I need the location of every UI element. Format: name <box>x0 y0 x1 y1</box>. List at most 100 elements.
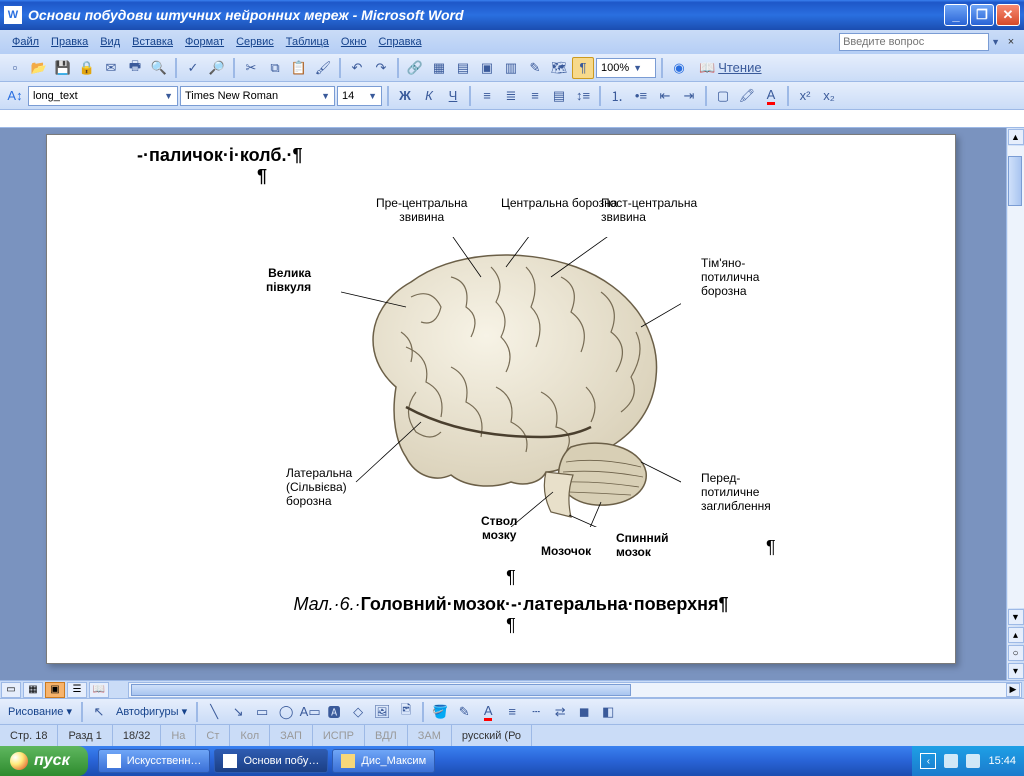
scroll-track[interactable] <box>1008 146 1024 608</box>
oval-button[interactable]: ◯ <box>275 701 297 723</box>
taskbar-item[interactable]: Искусственн… <box>98 749 211 773</box>
menu-tools[interactable]: Сервис <box>230 34 280 50</box>
diagram-button[interactable]: ◇ <box>347 701 369 723</box>
minimize-button[interactable]: _ <box>944 4 968 26</box>
clipart-button[interactable]: 🖼 <box>371 701 393 723</box>
superscript-button[interactable]: x² <box>794 85 816 107</box>
arrow-button[interactable]: ↘ <box>227 701 249 723</box>
align-center-button[interactable]: ≣ <box>500 85 522 107</box>
scroll-thumb[interactable] <box>1008 156 1022 206</box>
line-style-button[interactable]: ≡ <box>501 701 523 723</box>
bold-button[interactable]: Ж <box>394 85 416 107</box>
tray-icon[interactable] <box>944 754 958 768</box>
menu-help[interactable]: Справка <box>372 34 427 50</box>
cut-button[interactable]: ✂ <box>240 57 262 79</box>
justify-button[interactable]: ▤ <box>548 85 570 107</box>
fill-color-button[interactable]: 🪣 <box>429 701 451 723</box>
normal-view-button[interactable]: ▭ <box>1 682 21 698</box>
menu-table[interactable]: Таблица <box>280 34 335 50</box>
scroll-down-button[interactable]: ▼ <box>1008 609 1024 625</box>
rectangle-button[interactable]: ▭ <box>251 701 273 723</box>
menu-view[interactable]: Вид <box>94 34 126 50</box>
help-search-input[interactable] <box>839 33 989 51</box>
clock[interactable]: 15:44 <box>988 755 1016 767</box>
align-left-button[interactable]: ≡ <box>476 85 498 107</box>
3d-button[interactable]: ◧ <box>597 701 619 723</box>
tray-icon[interactable] <box>966 754 980 768</box>
wordart-button[interactable]: 🅰 <box>323 701 345 723</box>
menu-insert[interactable]: Вставка <box>126 34 179 50</box>
insert-table-button[interactable]: ▤ <box>452 57 474 79</box>
hscroll-thumb[interactable] <box>131 684 631 696</box>
line-spacing-button[interactable]: ↕≡ <box>572 85 594 107</box>
size-combo[interactable]: 14▼ <box>337 86 382 106</box>
outdent-button[interactable]: ⇤ <box>654 85 676 107</box>
web-view-button[interactable]: ▦ <box>23 682 43 698</box>
show-hide-button[interactable]: ¶ <box>572 57 594 79</box>
paste-button[interactable]: 📋 <box>288 57 310 79</box>
align-right-button[interactable]: ≡ <box>524 85 546 107</box>
arrow-style-button[interactable]: ⇄ <box>549 701 571 723</box>
format-painter-button[interactable]: 🖌 <box>312 57 334 79</box>
next-page-button[interactable]: ▾ <box>1008 663 1024 679</box>
tray-expand-button[interactable]: ‹ <box>920 753 936 769</box>
docmap-button[interactable]: 🗺 <box>548 57 570 79</box>
print-layout-button[interactable]: ▣ <box>45 682 65 698</box>
subscript-button[interactable]: x₂ <box>818 85 840 107</box>
menu-edit[interactable]: Правка <box>45 34 94 50</box>
styles-icon[interactable]: A↕ <box>4 85 26 107</box>
taskbar-item[interactable]: Основи побу… <box>214 749 328 773</box>
hyperlink-button[interactable]: 🔗 <box>404 57 426 79</box>
vertical-scrollbar[interactable]: ▲ ▼ ▴ ○ ▾ <box>1006 128 1024 680</box>
scroll-up-button[interactable]: ▲ <box>1008 129 1024 145</box>
bullet-list-button[interactable]: •≡ <box>630 85 652 107</box>
line-button[interactable]: ╲ <box>203 701 225 723</box>
picture-button[interactable]: 🖻 <box>395 701 417 723</box>
tables-borders-button[interactable]: ▦ <box>428 57 450 79</box>
copy-button[interactable]: ⧉ <box>264 57 286 79</box>
maximize-button[interactable]: ❐ <box>970 4 994 26</box>
italic-button[interactable]: К <box>418 85 440 107</box>
open-button[interactable]: 📂 <box>28 57 50 79</box>
browse-object-button[interactable]: ○ <box>1008 645 1024 661</box>
autoshapes-menu[interactable]: Автофигуры ▾ <box>112 705 191 718</box>
columns-button[interactable]: ▥ <box>500 57 522 79</box>
close-help-button[interactable]: × <box>1004 35 1018 49</box>
help-dropdown-icon[interactable]: ▼ <box>991 37 1000 47</box>
hscroll-right-button[interactable]: ▶ <box>1006 683 1020 697</box>
line-color-button[interactable]: ✎ <box>453 701 475 723</box>
menu-format[interactable]: Формат <box>179 34 230 50</box>
horizontal-ruler[interactable] <box>0 110 1024 128</box>
excel-button[interactable]: ▣ <box>476 57 498 79</box>
help-button[interactable]: ◉ <box>668 57 690 79</box>
save-button[interactable]: 💾 <box>52 57 74 79</box>
drawing-menu[interactable]: Рисование ▾ <box>4 705 76 718</box>
taskbar-item[interactable]: Дис_Максим <box>332 749 435 773</box>
close-button[interactable]: ✕ <box>996 4 1020 26</box>
font-combo[interactable]: Times New Roman▼ <box>180 86 335 106</box>
start-button[interactable]: пуск <box>0 746 88 776</box>
print-button[interactable]: 🖶 <box>124 57 146 79</box>
numbered-list-button[interactable]: ⒈ <box>606 85 628 107</box>
document-viewport[interactable]: -·паличок·і·колб.·¶ ¶ <box>0 128 1006 680</box>
permission-button[interactable]: 🔒 <box>76 57 98 79</box>
select-objects-button[interactable]: ↖ <box>88 701 110 723</box>
email-button[interactable]: ✉ <box>100 57 122 79</box>
horizontal-scrollbar[interactable]: ▶ <box>128 682 1022 698</box>
zoom-combo[interactable]: 100%▼ <box>596 58 656 78</box>
style-combo[interactable]: long_text▼ <box>28 86 178 106</box>
outline-view-button[interactable]: ☰ <box>67 682 87 698</box>
menu-file[interactable]: Файл <box>6 34 45 50</box>
menu-window[interactable]: Окно <box>335 34 373 50</box>
textbox-button[interactable]: A▭ <box>299 701 321 723</box>
drawing-button[interactable]: ✎ <box>524 57 546 79</box>
status-language[interactable]: русский (Ро <box>452 725 532 746</box>
undo-button[interactable]: ↶ <box>346 57 368 79</box>
prev-page-button[interactable]: ▴ <box>1008 627 1024 643</box>
research-button[interactable]: 🔎 <box>206 57 228 79</box>
print-preview-button[interactable]: 🔍 <box>148 57 170 79</box>
dash-style-button[interactable]: ┄ <box>525 701 547 723</box>
new-doc-button[interactable]: ▫ <box>4 57 26 79</box>
redo-button[interactable]: ↷ <box>370 57 392 79</box>
font-color-button[interactable]: A <box>760 85 782 107</box>
